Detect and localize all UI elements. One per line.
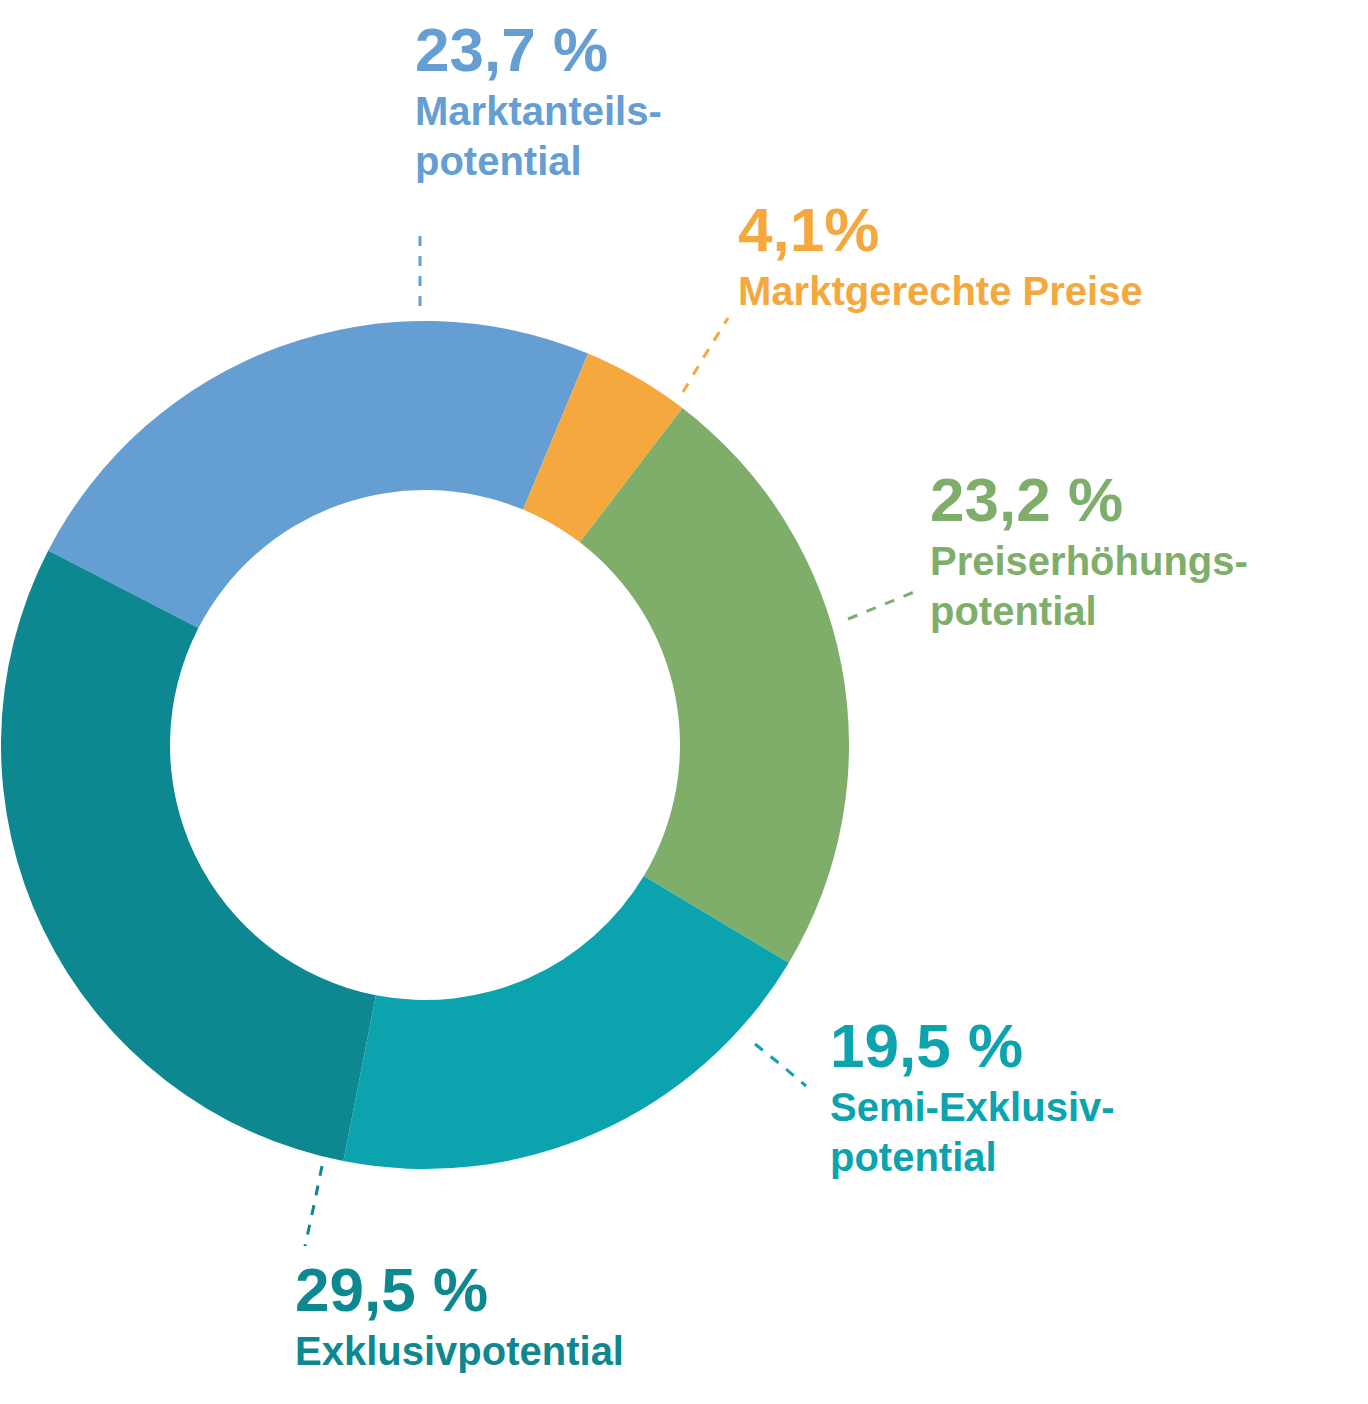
svg-text:29,5 %: 29,5 % bbox=[295, 1255, 488, 1324]
svg-text:19,5 %: 19,5 % bbox=[830, 1011, 1023, 1080]
svg-text:Exklusivpotential: Exklusivpotential bbox=[295, 1329, 624, 1373]
svg-text:Semi-Exklusiv-: Semi-Exklusiv- bbox=[830, 1085, 1115, 1129]
svg-text:Marktgerechte Preise: Marktgerechte Preise bbox=[738, 269, 1143, 313]
svg-text:Preiserhöhungs-: Preiserhöhungs- bbox=[930, 539, 1248, 583]
svg-text:23,7 %: 23,7 % bbox=[415, 15, 608, 84]
svg-text:potential: potential bbox=[415, 139, 582, 183]
svg-text:4,1%: 4,1% bbox=[738, 195, 879, 264]
svg-text:potential: potential bbox=[830, 1135, 997, 1179]
svg-text:potential: potential bbox=[930, 589, 1097, 633]
svg-text:Marktanteils-: Marktanteils- bbox=[415, 89, 662, 133]
svg-text:23,2 %: 23,2 % bbox=[930, 465, 1123, 534]
